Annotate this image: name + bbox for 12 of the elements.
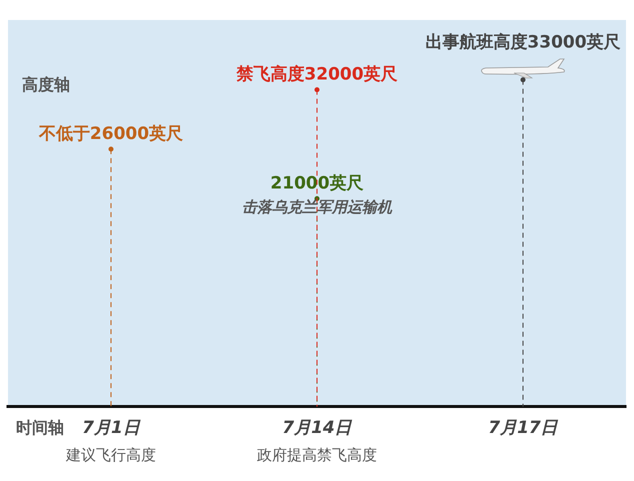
- annotation: 击落乌克兰军用运输机: [242, 198, 393, 216]
- x-axis-title: 时间轴: [16, 418, 64, 437]
- y-axis-title: 高度轴: [22, 74, 70, 94]
- text: 建议飞行高度: [65, 446, 156, 464]
- data-label: 出事航班高度33000英尺: [425, 32, 622, 53]
- data-label: 禁飞高度32000英尺: [235, 64, 399, 85]
- data-label: 21000英尺: [270, 174, 365, 194]
- text: 政府提高禁飞高度: [257, 446, 377, 464]
- x-tick-label: 7月17日: [488, 418, 559, 438]
- data-label: 不低于26000英尺: [38, 124, 184, 144]
- x-tick-label: 7月14日: [282, 418, 353, 438]
- x-tick-label: 7月1日: [82, 418, 141, 438]
